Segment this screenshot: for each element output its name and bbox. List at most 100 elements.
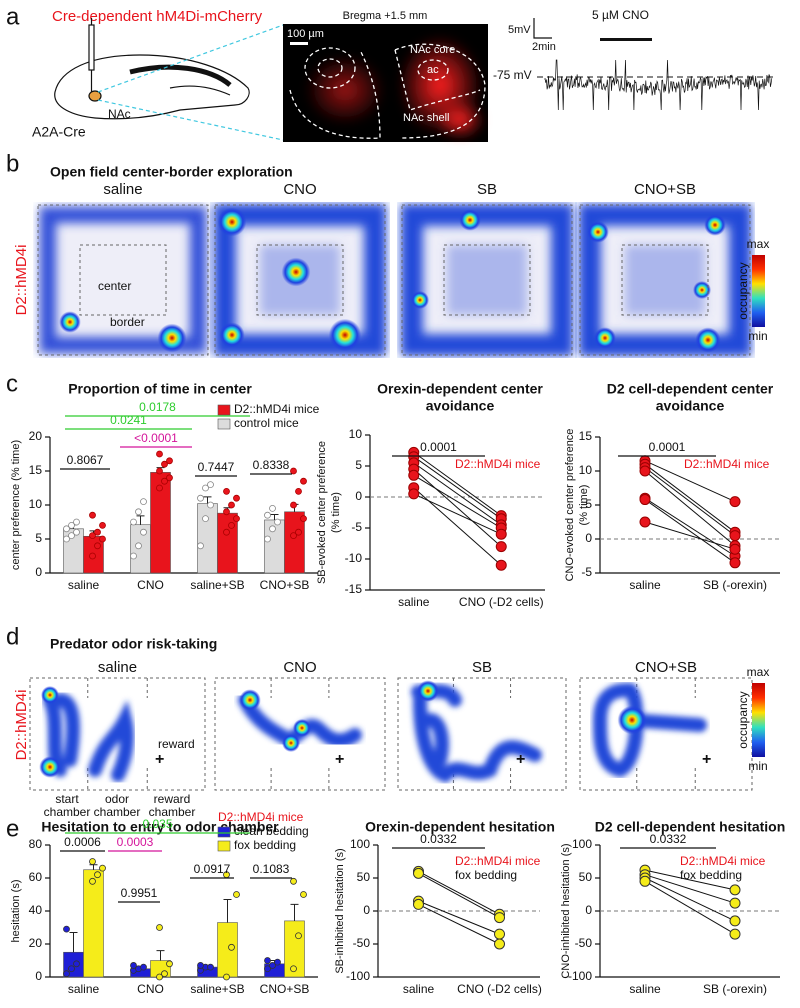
colorbar-label: min [748,759,767,773]
data-point [73,960,80,968]
hotspot [459,209,481,231]
data-point [156,450,163,458]
data-point [68,522,75,529]
heatmap-density [579,204,751,356]
drug-bar [600,38,652,41]
row-label: D2::hMD4i [13,690,30,761]
error-bar [89,864,98,870]
error-bar [203,496,212,504]
data-point [94,542,101,550]
y-tick-label: 100 [350,837,370,851]
data-point [161,477,168,485]
legend-label: D2::hMD4i mice [234,402,320,416]
data-point [207,481,214,489]
heatmap-density [214,204,386,356]
y-tick-label: 0 [585,903,592,917]
y-tick-label: -5 [581,565,592,579]
title: Cre-dependent hM4Di-mCherry [52,8,263,25]
pair-line [644,470,736,547]
p-value: 0.1083 [253,862,290,876]
pair-line [644,521,736,550]
error-bar [156,950,165,961]
heatmap [214,204,386,356]
panel-label: a [6,3,20,30]
data-point [274,518,281,526]
x-tick-label: SB (-orexin) [703,578,767,592]
data-point [94,528,101,536]
reward-mark: + [702,751,711,768]
data-point [408,469,420,481]
y-tick-label: -100 [568,969,592,983]
y-tick-label: -15 [345,582,363,596]
y-tick-label: 0 [355,489,362,503]
micrograph-signal [305,35,485,140]
label: 100 µm [287,28,324,40]
data-point [300,515,307,522]
data-point [300,477,307,485]
hotspot [157,323,187,353]
y-axis-label: hesitation (s) [10,880,22,943]
data-point [729,915,741,927]
y-tick-label: 15 [579,429,593,443]
p-value: 0.035 [142,817,172,831]
data-point [264,511,271,519]
data-point [495,541,507,553]
reward-mark: + [335,751,344,768]
pair-line [413,468,502,547]
data-point [729,557,741,569]
data-point [269,962,276,969]
p-value: 0.0001 [420,440,457,454]
y-tick-label: -50 [575,936,593,950]
data-point [89,552,96,560]
note: D2::hMD4i mice [684,457,770,471]
data-point [223,973,230,981]
x-tick-label: saline [629,982,661,996]
pair-line [644,463,736,533]
data-point [729,496,741,508]
data-point [729,897,741,909]
data-point [94,871,101,879]
chamber-label: reward [154,792,191,806]
chamber-outline [214,677,386,791]
hotspot [587,221,609,243]
data-point [89,532,96,539]
chart-title: avoidance [426,398,495,414]
hotspot [59,311,81,333]
condition-label: CNO+SB [634,181,696,198]
heatmap [401,204,573,356]
data-point [494,938,505,950]
data-point [413,867,424,879]
p-value: 0.0003 [117,835,154,849]
heatmap [29,677,206,791]
hotspot [328,318,362,352]
y-tick-label: 5 [355,458,362,472]
y-tick-label: 40 [29,903,43,917]
label: -75 mV [493,68,532,82]
legend-label: fox bedding [234,838,296,852]
chart-title: Orexin-dependent center [377,381,543,397]
data-point [140,498,147,506]
data-point [99,535,106,543]
x-tick-label: saline [398,595,430,609]
legend-swatch [217,840,231,852]
bar [83,869,104,978]
y-tick-label: 0 [363,903,370,917]
data-point [274,958,281,966]
label: A2A-Cre [32,124,86,140]
legend-swatch [217,404,231,416]
condition-label: SB [472,659,492,676]
title: Predator odor risk-taking [50,636,217,652]
x-tick-label: CNO+SB [260,982,310,996]
hotspot [219,322,245,348]
data-point [639,494,651,506]
data-point [494,928,505,940]
x-tick-label: saline [403,982,435,996]
x-tick-label: saline [68,578,100,592]
occupancy [401,204,573,356]
data-point [295,528,302,536]
label: ac [427,64,439,76]
pair-line [413,493,502,535]
frame [401,204,573,356]
chart-title: Orexin-dependent hesitation [365,819,555,835]
